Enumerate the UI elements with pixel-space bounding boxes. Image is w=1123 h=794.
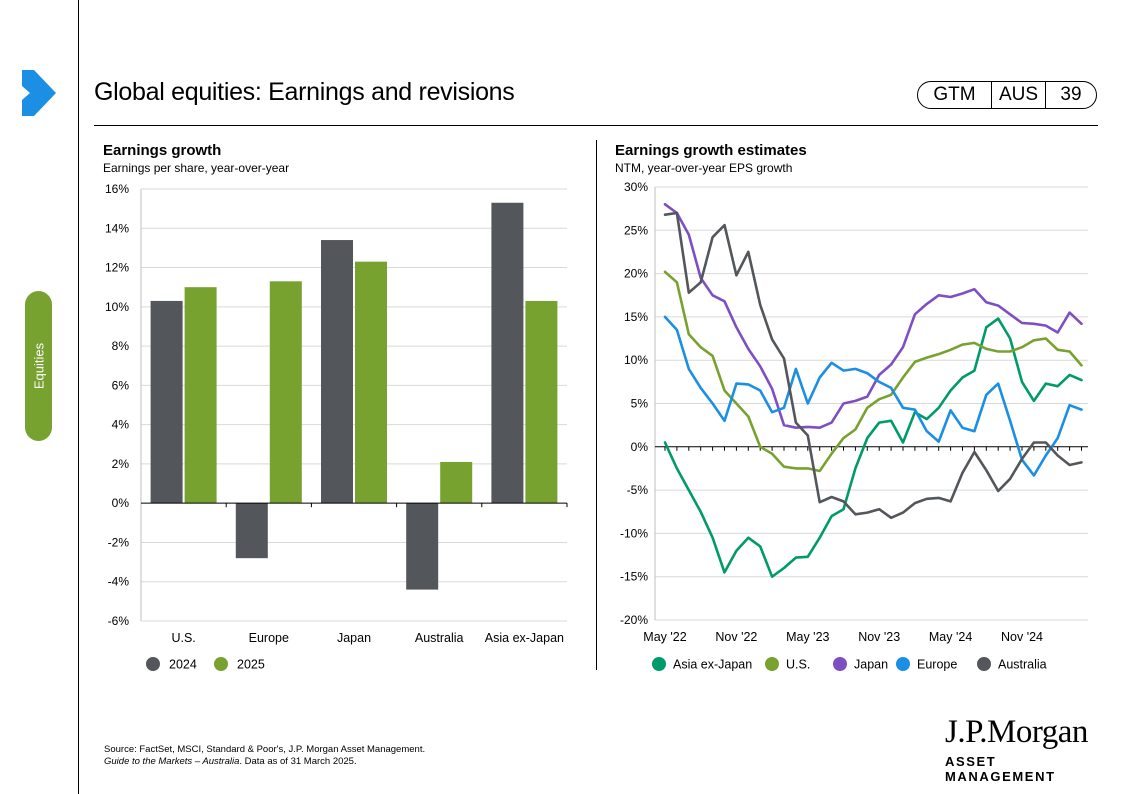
y-tick-label: 6% bbox=[112, 378, 130, 392]
bar-2025 bbox=[184, 287, 217, 504]
chart-divider bbox=[596, 140, 597, 670]
y-tick-label: 10% bbox=[105, 300, 129, 314]
bar-2025 bbox=[440, 461, 473, 504]
series-line-japan bbox=[663, 203, 1083, 430]
y-tick-label: -5% bbox=[627, 483, 649, 497]
legend-marker bbox=[896, 657, 910, 671]
legend-marker-2025 bbox=[214, 657, 228, 671]
y-tick-label: -15% bbox=[620, 570, 648, 584]
source-footnote: Source: FactSet, MSCI, Standard & Poor's… bbox=[104, 744, 425, 768]
y-tick-label: 25% bbox=[624, 223, 648, 237]
badge-region: AUS bbox=[992, 82, 1046, 108]
logo-subtitle: ASSET MANAGEMENT bbox=[945, 754, 1056, 784]
bar-2025 bbox=[525, 300, 558, 504]
badge-page-number: 39 bbox=[1060, 84, 1082, 105]
y-tick-label: 20% bbox=[624, 267, 648, 281]
x-tick-label: May '24 bbox=[929, 630, 972, 644]
bar-2024 bbox=[491, 202, 524, 504]
y-tick-label: -6% bbox=[108, 614, 130, 628]
badge-gtm: GTM bbox=[918, 82, 992, 108]
y-tick-label: 2% bbox=[112, 457, 130, 471]
left-chart-title: Earnings growth bbox=[103, 142, 222, 159]
bar-2024 bbox=[150, 300, 183, 504]
y-tick-label: -4% bbox=[108, 575, 130, 589]
legend-label: U.S. bbox=[786, 658, 810, 672]
legend-label: 2025 bbox=[237, 658, 265, 672]
earnings-growth-bar-chart: 16% 14% 12% 10% 8% 6% 4% 2% 0% -2% -4% -6% U.S. Europ… bbox=[105, 182, 568, 672]
legend-marker bbox=[652, 657, 666, 671]
title-divider bbox=[94, 125, 1098, 126]
series-line-asia-ex-japan bbox=[663, 317, 1083, 579]
data-as-of: . Data as of 31 March 2025. bbox=[239, 756, 357, 767]
legend-marker bbox=[833, 657, 847, 671]
series-line-australia bbox=[663, 211, 1083, 520]
x-category-label: U.S. bbox=[171, 631, 195, 645]
y-tick-label: -2% bbox=[108, 535, 130, 549]
y-tick-label: 5% bbox=[631, 397, 649, 411]
y-tick-label: 10% bbox=[624, 353, 648, 367]
left-margin-rule bbox=[78, 0, 79, 794]
x-tick-label: Nov '24 bbox=[1001, 630, 1043, 644]
y-tick-label: 12% bbox=[105, 261, 129, 275]
bar-2025 bbox=[269, 281, 302, 504]
bar-2024 bbox=[235, 503, 268, 559]
legend-marker bbox=[977, 657, 991, 671]
jpmorgan-logo: J.P.Morgan ASSET MANAGEMENT bbox=[945, 714, 1098, 784]
series-line-europe bbox=[663, 315, 1083, 477]
y-tick-label: 0% bbox=[631, 440, 649, 454]
left-chart-subtitle: Earnings per share, year-over-year bbox=[103, 161, 290, 175]
y-tick-label: 14% bbox=[105, 221, 129, 235]
x-tick-label: May '23 bbox=[786, 630, 829, 644]
page-badge: GTM AUS 39 bbox=[917, 81, 1097, 109]
chevron-right-icon bbox=[22, 70, 56, 116]
x-tick-label: Nov '22 bbox=[715, 630, 757, 644]
legend-marker-2024 bbox=[146, 657, 160, 671]
x-category-label: Europe bbox=[249, 631, 289, 645]
source-line: Source: FactSet, MSCI, Standard & Poor's… bbox=[104, 744, 426, 755]
y-tick-label: 8% bbox=[112, 339, 130, 353]
legend-marker bbox=[765, 657, 779, 671]
bar-2025 bbox=[355, 261, 387, 504]
y-tick-label: 30% bbox=[624, 180, 648, 194]
section-tab-equities[interactable]: Equities bbox=[25, 291, 52, 441]
y-tick-label: 0% bbox=[112, 496, 130, 510]
x-tick-label: May '22 bbox=[643, 630, 686, 644]
legend-label: Japan bbox=[854, 658, 888, 672]
page-title: Global equities: Earnings and revisions bbox=[94, 78, 515, 106]
logo-wordmark: J.P.Morgan bbox=[945, 714, 1088, 750]
legend-label: Asia ex-Japan bbox=[673, 658, 752, 672]
x-category-label: Asia ex-Japan bbox=[485, 631, 564, 645]
legend-label: 2024 bbox=[169, 658, 197, 672]
y-tick-label: 4% bbox=[112, 418, 130, 432]
y-tick-label: 16% bbox=[105, 182, 129, 196]
right-chart-title: Earnings growth estimates bbox=[615, 142, 807, 159]
guide-title: Guide to the Markets – Australia bbox=[104, 756, 240, 767]
data-as-of-line: Guide to the Markets – Australia. Data a… bbox=[104, 756, 425, 768]
right-chart-subtitle: NTM, year-over-year EPS growth bbox=[615, 161, 793, 175]
x-category-label: Japan bbox=[337, 631, 371, 645]
bar-2024 bbox=[406, 503, 439, 590]
legend-label: Europe bbox=[917, 658, 957, 672]
bar-2024 bbox=[321, 240, 353, 504]
y-tick-label: 15% bbox=[624, 310, 648, 324]
earnings-estimates-line-chart: 30% 25% 20% 15% 10% 5% 0% -5% -10% -15% -20% May '2… bbox=[620, 180, 1088, 672]
x-tick-label: Nov '23 bbox=[858, 630, 900, 644]
series-line-u-s- bbox=[663, 270, 1083, 473]
legend-label: Australia bbox=[998, 658, 1047, 672]
y-tick-label: -20% bbox=[620, 613, 648, 627]
y-tick-label: -10% bbox=[620, 526, 648, 540]
x-category-label: Australia bbox=[415, 631, 464, 645]
